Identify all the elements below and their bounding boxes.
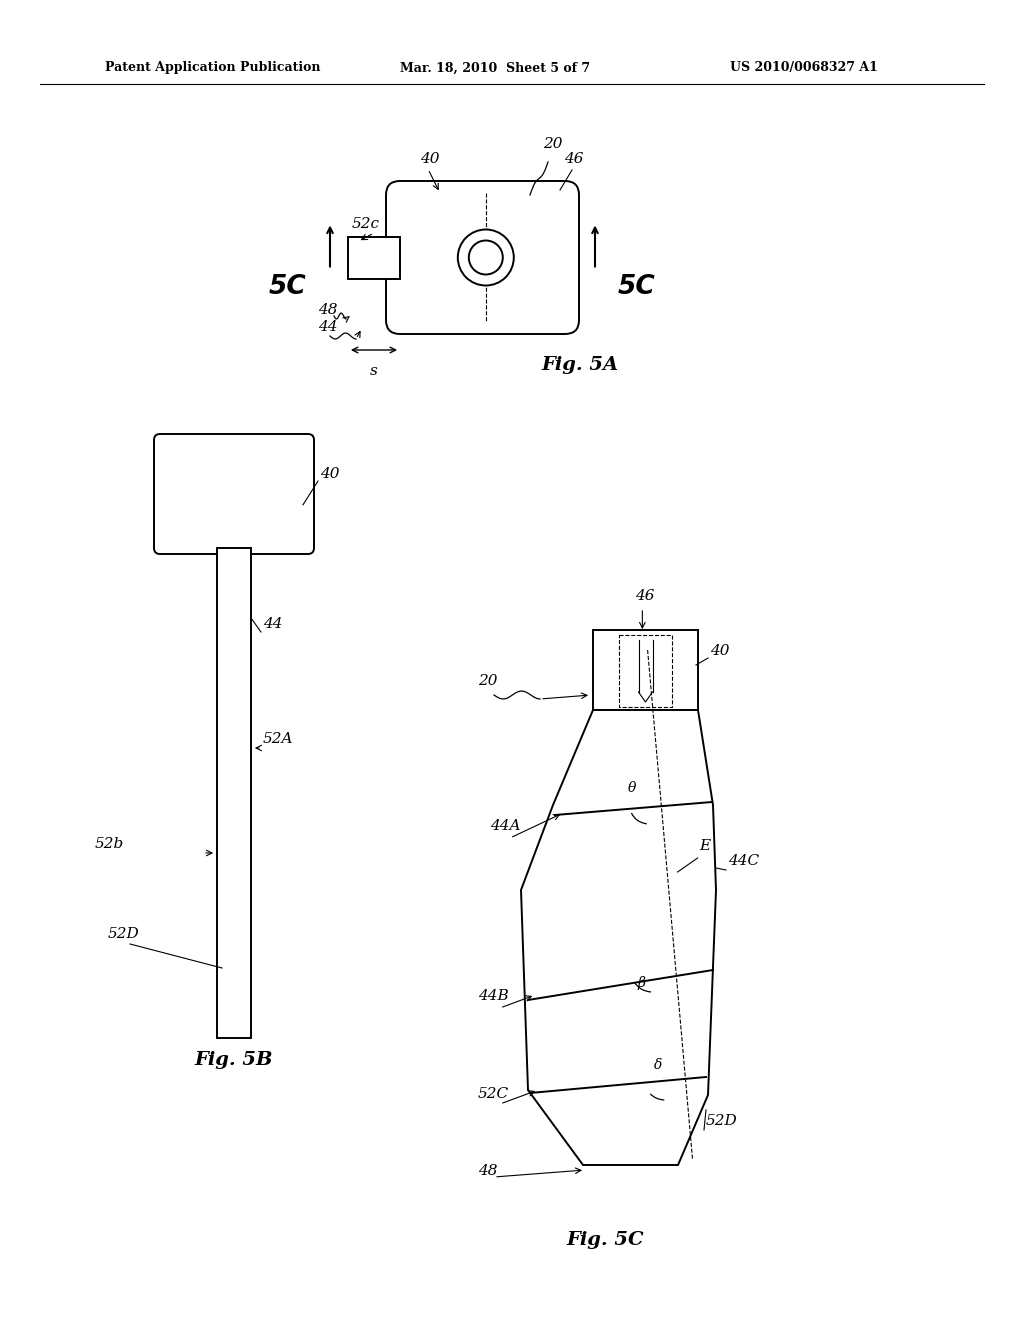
FancyBboxPatch shape: [154, 434, 314, 554]
Bar: [348, 236, 400, 279]
Text: 40: 40: [420, 152, 439, 166]
Text: US 2010/0068327 A1: US 2010/0068327 A1: [730, 62, 878, 74]
Text: 20: 20: [543, 137, 562, 150]
Circle shape: [469, 240, 503, 275]
Text: s: s: [370, 364, 378, 378]
Text: 5C: 5C: [269, 273, 307, 300]
Text: Mar. 18, 2010  Sheet 5 of 7: Mar. 18, 2010 Sheet 5 of 7: [400, 62, 590, 74]
Circle shape: [458, 230, 514, 285]
Bar: [217, 548, 251, 1038]
Text: 5C: 5C: [618, 273, 656, 300]
Text: 48: 48: [478, 1164, 498, 1177]
Text: 52b: 52b: [95, 837, 124, 851]
Text: 40: 40: [710, 644, 729, 657]
Text: 46: 46: [564, 152, 584, 166]
Polygon shape: [521, 710, 716, 1166]
Text: δ: δ: [653, 1059, 662, 1072]
Text: 52c: 52c: [352, 216, 380, 231]
Text: 44: 44: [318, 319, 338, 334]
Text: Patent Application Publication: Patent Application Publication: [105, 62, 321, 74]
Text: 52A: 52A: [263, 733, 294, 746]
Text: 20: 20: [478, 675, 498, 688]
Text: 44C: 44C: [728, 854, 759, 869]
Text: 52D: 52D: [108, 927, 139, 941]
Text: Fig. 5C: Fig. 5C: [566, 1232, 644, 1249]
Text: Fig. 5B: Fig. 5B: [195, 1051, 273, 1069]
Text: 46: 46: [635, 589, 654, 603]
Text: E: E: [699, 840, 711, 853]
Text: 48: 48: [318, 304, 338, 317]
Text: 44: 44: [263, 616, 283, 631]
Text: β: β: [638, 975, 645, 990]
FancyBboxPatch shape: [386, 181, 579, 334]
Bar: [620, 635, 672, 708]
Text: 44B: 44B: [478, 989, 509, 1003]
Text: 52D: 52D: [706, 1114, 737, 1129]
Text: 40: 40: [319, 467, 340, 480]
Text: θ: θ: [628, 781, 636, 795]
Text: 52C: 52C: [478, 1086, 509, 1101]
Bar: [593, 630, 698, 710]
Text: Fig. 5A: Fig. 5A: [542, 356, 618, 374]
Text: 44A: 44A: [490, 818, 520, 833]
